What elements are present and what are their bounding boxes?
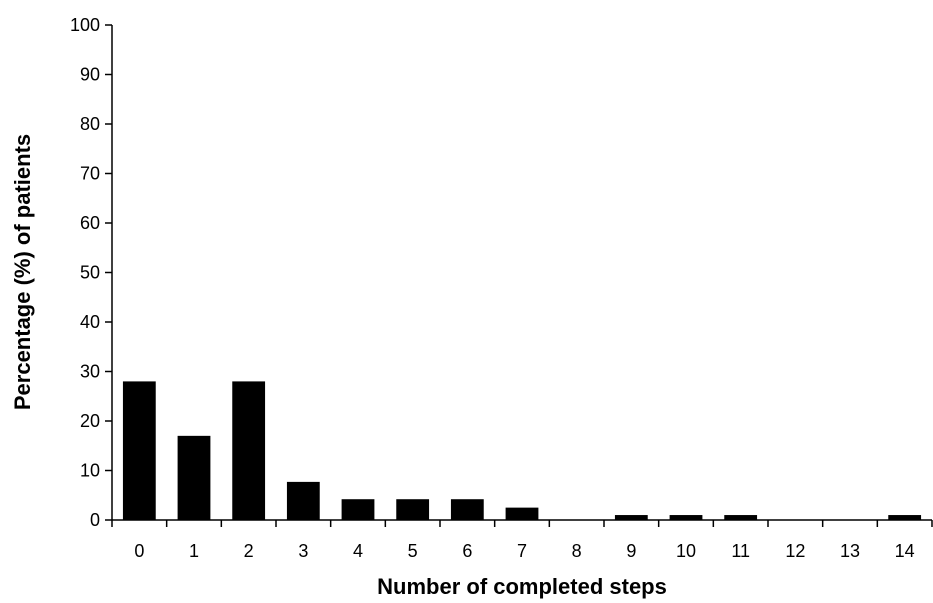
x-tick-label-2: 2 (244, 541, 254, 561)
x-tick-label-3: 3 (298, 541, 308, 561)
x-axis-title: Number of completed steps (377, 574, 667, 599)
bar-4 (341, 499, 375, 520)
x-tick-label-8: 8 (572, 541, 582, 561)
x-axis-ticks: 0 1 2 3 4 5 6 7 8 9 10 11 12 13 14 (111, 520, 933, 561)
x-tick-label-6: 6 (462, 541, 472, 561)
x-tick-label-13: 13 (840, 541, 860, 561)
y-tick-label-40: 40 (80, 312, 100, 332)
bar-2 (232, 381, 266, 520)
bar-6 (450, 499, 484, 520)
bar-0 (122, 381, 156, 520)
y-tick-label-30: 30 (80, 362, 100, 382)
bar-5 (396, 499, 430, 520)
bar-series (122, 381, 922, 520)
x-tick-label-11: 11 (731, 541, 750, 561)
y-tick-label-90: 90 (80, 65, 100, 85)
y-axis-ticks: 0 10 20 30 40 50 60 70 80 90 100 (70, 15, 112, 530)
y-tick-label-60: 60 (80, 213, 100, 233)
bar-1 (177, 435, 211, 520)
y-tick-label-80: 80 (80, 114, 100, 134)
bar-3 (286, 481, 320, 520)
y-axis-title: Percentage (%) of patients (10, 134, 35, 410)
bar-10 (669, 515, 703, 520)
bar-7 (505, 507, 539, 520)
x-tick-label-14: 14 (895, 541, 915, 561)
bar-9 (614, 515, 648, 520)
x-tick-label-9: 9 (626, 541, 636, 561)
y-tick-label-100: 100 (70, 15, 100, 35)
bar-11 (724, 515, 758, 520)
y-tick-label-70: 70 (80, 164, 100, 184)
y-tick-label-10: 10 (80, 461, 100, 481)
bar-14 (888, 515, 922, 520)
x-tick-label-0: 0 (134, 541, 144, 561)
x-tick-label-10: 10 (676, 541, 696, 561)
y-tick-label-20: 20 (80, 411, 100, 431)
x-tick-label-12: 12 (785, 541, 805, 561)
x-tick-label-1: 1 (189, 541, 199, 561)
y-tick-label-0: 0 (90, 510, 100, 530)
x-tick-label-7: 7 (517, 541, 527, 561)
x-tick-label-5: 5 (408, 541, 418, 561)
y-tick-label-50: 50 (80, 263, 100, 283)
x-tick-label-4: 4 (353, 541, 363, 561)
